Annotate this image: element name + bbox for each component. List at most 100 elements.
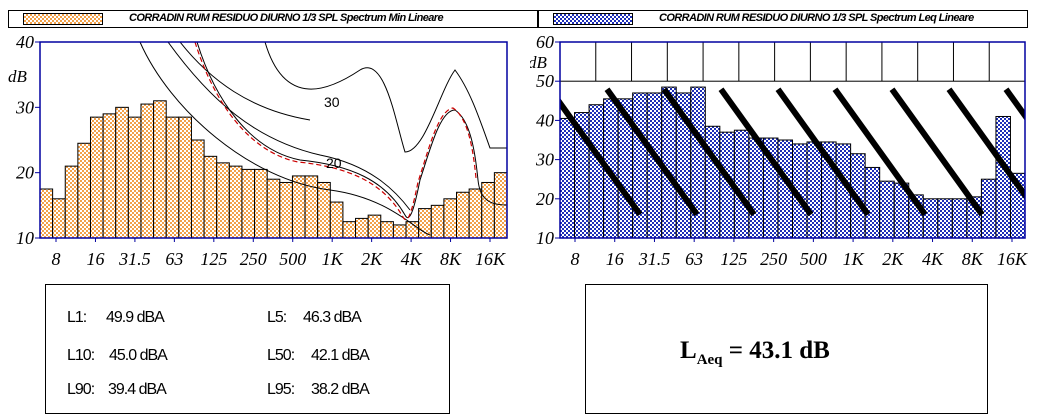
bar <box>367 214 382 238</box>
bar <box>995 115 1011 238</box>
legend-label-min: CORRADIN RUM RESIDUO DIURNO 1/3 SPL Spec… <box>129 12 444 24</box>
bar <box>254 168 268 238</box>
x-tick-label: 31.5 <box>118 249 151 269</box>
bar <box>40 188 54 238</box>
y-tick-label: 40 <box>16 32 34 52</box>
bar <box>733 129 750 238</box>
legend-right: CORRADIN RUM RESIDUO DIURNO 1/3 SPL Spec… <box>538 10 1028 28</box>
bar <box>291 175 306 238</box>
x-tick-label: 125 <box>200 249 227 269</box>
bar <box>937 198 953 238</box>
bar <box>178 116 192 238</box>
x-tick-label: 8 <box>52 249 61 269</box>
stat-l5-label: L5: <box>267 309 287 326</box>
chart-leq-spectrum: 10 20 30 40 50 60 8 16 31.5 63 125 250 500 1K 2K 4K 8K 1… <box>530 32 1028 269</box>
x-tick-label: 8K <box>962 249 984 269</box>
bar <box>864 166 881 238</box>
y-tick-label: 20 <box>536 189 554 209</box>
stat-l1-value: 49.9 dBA <box>106 309 165 326</box>
bar <box>279 181 293 238</box>
contour-label-20: 20 <box>326 155 342 171</box>
bar <box>632 92 648 238</box>
stat-l5-value: 46.3 dBA <box>303 309 362 326</box>
hatch-line <box>889 87 985 217</box>
bar <box>588 104 605 238</box>
bar <box>392 224 407 238</box>
bar <box>64 165 79 238</box>
bar <box>806 141 823 238</box>
contour-line-20-red <box>194 42 477 220</box>
hatch-line <box>775 87 871 217</box>
x-tick-label: 125 <box>720 249 747 269</box>
contour-line-30 <box>264 42 507 153</box>
x-tick-label: 16K <box>997 249 1028 269</box>
stat-l90-value: 39.4 dBA <box>108 381 167 398</box>
laeq-symbol: L <box>680 337 697 364</box>
bar <box>704 125 721 238</box>
x-tick-label: 31.5 <box>638 249 671 269</box>
bar <box>216 162 230 238</box>
legend-swatch-orange <box>23 13 103 25</box>
bar <box>115 106 129 238</box>
y-tick-label: 10 <box>536 228 554 248</box>
bar <box>317 181 331 238</box>
stat-l10-value: 45.0 dBA <box>109 347 168 364</box>
y-tick-label: 30 <box>535 150 554 170</box>
x-tick-label: 8 <box>571 249 580 269</box>
y-tick-label: 10 <box>16 228 34 248</box>
x-tick-label: 1K <box>843 249 865 269</box>
bar <box>418 208 432 238</box>
contour-line-40 <box>167 42 411 211</box>
bar <box>468 188 483 238</box>
stat-l50-label: L50: <box>267 347 295 364</box>
hatch-line <box>832 87 928 217</box>
laeq-panel: LAeq = 43.1 dB <box>585 284 988 414</box>
bar <box>879 180 895 238</box>
legend-label-leq: CORRADIN RUM RESIDUO DIURNO 1/3 SPL Spec… <box>659 12 974 24</box>
x-tick-label: 2K <box>882 249 904 269</box>
laeq-subscript: Aeq <box>696 352 723 368</box>
bar <box>52 198 66 238</box>
x-tick-label: 2K <box>361 249 383 269</box>
laeq-readout: LAeq = 43.1 dB <box>680 337 830 369</box>
bar <box>342 221 357 238</box>
x-tick-label: 500 <box>800 249 827 269</box>
bar <box>456 191 470 238</box>
bar <box>481 181 495 238</box>
bar <box>153 100 167 238</box>
contour-line-20 <box>196 42 507 218</box>
stat-l95-value: 38.2 dBA <box>311 381 370 398</box>
percentile-levels-panel: L1: 49.9 dBA L5: 46.3 dBA L10: 45.0 dBA … <box>45 284 450 414</box>
plot-border-right <box>559 41 1026 239</box>
bar <box>228 165 243 238</box>
bar <box>241 168 256 238</box>
bar <box>430 204 445 238</box>
x-tick-label: 8K <box>440 249 462 269</box>
laeq-value: = 43.1 dB <box>728 337 830 364</box>
bar <box>102 113 117 238</box>
x-tick-label: 16 <box>86 249 104 269</box>
hatch-line <box>1003 87 1025 121</box>
contour-label-30: 30 <box>324 94 340 110</box>
bar <box>190 139 205 238</box>
bar <box>89 116 104 238</box>
bar <box>203 155 218 238</box>
bar <box>165 116 180 238</box>
stat-l95-label: L95: <box>267 381 295 398</box>
chart-min-spectrum: 30 20 10 20 30 40 8 16 31.5 63 125 250 500 1K 2K 4K 8… <box>8 32 508 269</box>
stat-l10-label: L10: <box>67 347 95 364</box>
bar <box>266 178 281 238</box>
y-axis-label-left: dB <box>8 67 28 86</box>
y-tick-label: 50 <box>536 71 554 91</box>
bar <box>493 172 507 238</box>
x-tick-label: 63 <box>165 249 183 269</box>
hatch-line <box>604 87 700 217</box>
bar <box>140 103 155 238</box>
reference-band <box>560 42 1025 82</box>
bar <box>560 117 576 238</box>
x-tick-label: 4K <box>401 249 423 269</box>
hatch-line <box>560 97 643 217</box>
x-tick-label: 250 <box>240 249 267 269</box>
bar <box>355 217 369 238</box>
bar <box>951 198 968 238</box>
